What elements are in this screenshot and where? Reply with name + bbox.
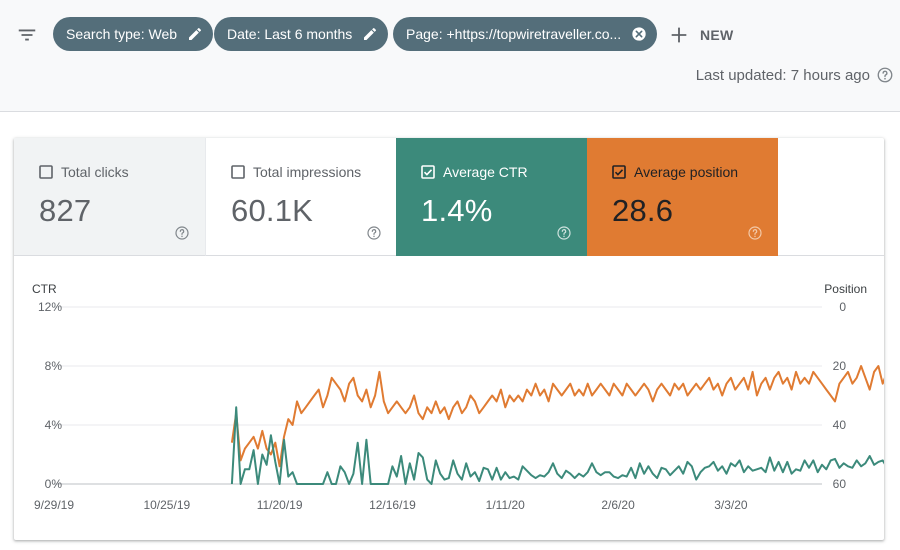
checkbox-checked-icon[interactable] (421, 165, 435, 179)
metric-tabs: Total clicks 827 Total impressions 60.1K (14, 138, 884, 256)
help-icon[interactable] (747, 225, 763, 241)
metric-value: 1.4% (421, 193, 493, 228)
right-tick-label: 20 (833, 359, 847, 373)
help-icon[interactable] (876, 66, 894, 84)
metric-divider (778, 255, 884, 256)
x-tick-label: 1/11/20 (486, 498, 525, 512)
metric-total-impressions[interactable]: Total impressions 60.1K (205, 138, 396, 256)
last-updated: Last updated: 7 hours ago (696, 66, 894, 84)
filter-chip-date[interactable]: Date: Last 6 months (214, 17, 389, 51)
left-axis-label: CTR (32, 282, 57, 296)
metric-value: 28.6 (612, 193, 674, 228)
metric-average-position[interactable]: Average position 28.6 (587, 138, 778, 256)
right-axis-label: Position (824, 282, 867, 296)
position-series-line (230, 365, 884, 468)
right-tick-label: 0 (839, 300, 846, 314)
checkbox-checked-icon[interactable] (612, 165, 626, 179)
help-icon[interactable] (556, 225, 572, 241)
x-tick-label: 11/20/19 (257, 498, 303, 512)
metric-value: 60.1K (231, 193, 314, 228)
left-tick-label: 4% (45, 418, 63, 432)
filter-chip-page[interactable]: Page: +https://topwiretraveller.co... (393, 17, 658, 51)
left-tick-label: 8% (45, 359, 63, 373)
metric-value: 827 (39, 193, 92, 228)
filter-chip-search-type[interactable]: Search type: Web (53, 17, 214, 51)
right-tick-label: 40 (833, 418, 847, 432)
filter-bar: Search type: Web Date: Last 6 months Pag… (0, 0, 900, 112)
metric-label-row: Total clicks (39, 164, 129, 180)
pencil-icon[interactable] (362, 26, 378, 42)
new-filter-button[interactable]: NEW (668, 20, 734, 50)
x-tick-label: 3/3/20 (714, 498, 748, 512)
metric-label: Average position (634, 164, 739, 180)
help-icon[interactable] (174, 225, 190, 241)
x-tick-label: 2/6/20 (601, 498, 635, 512)
ctr-series-line (230, 406, 884, 485)
metric-total-clicks[interactable]: Total clicks 827 (14, 138, 205, 256)
left-tick-label: 12% (38, 300, 62, 314)
metric-label-row: Average CTR (421, 164, 528, 180)
metric-label-row: Total impressions (231, 164, 361, 180)
filter-chip-label: Search type: Web (66, 26, 178, 42)
filter-chip-label: Page: +https://topwiretraveller.co... (406, 26, 622, 42)
metric-label: Total impressions (253, 164, 362, 180)
last-updated-text: Last updated: 7 hours ago (695, 66, 870, 84)
checkbox-unchecked-icon[interactable] (39, 165, 53, 179)
help-icon[interactable] (366, 225, 382, 241)
new-filter-label: NEW (700, 27, 734, 43)
metric-average-ctr[interactable]: Average CTR 1.4% (396, 138, 587, 256)
filter-chip-label: Date: Last 6 months (227, 26, 353, 42)
right-tick-label: 60 (833, 477, 847, 491)
left-tick-label: 0% (45, 477, 63, 491)
pencil-icon[interactable] (187, 26, 203, 42)
metric-label-row: Average position (612, 164, 738, 180)
close-circle-icon[interactable] (631, 26, 647, 42)
x-tick-label: 12/16/19 (369, 498, 416, 512)
x-tick-label: 10/25/19 (143, 498, 190, 512)
filter-list-icon[interactable] (16, 24, 38, 46)
performance-card: Total clicks 827 Total impressions 60.1K (14, 138, 884, 540)
checkbox-unchecked-icon[interactable] (231, 165, 245, 179)
x-tick-label: 9/29/19 (34, 498, 74, 512)
metric-label: Average CTR (443, 164, 528, 180)
plus-icon (671, 27, 687, 43)
performance-chart: CTR Position 12% 8% 4% 0% 0 20 40 60 9/29/19 10/25/… (32, 282, 884, 512)
metric-label: Total clicks (61, 164, 129, 180)
